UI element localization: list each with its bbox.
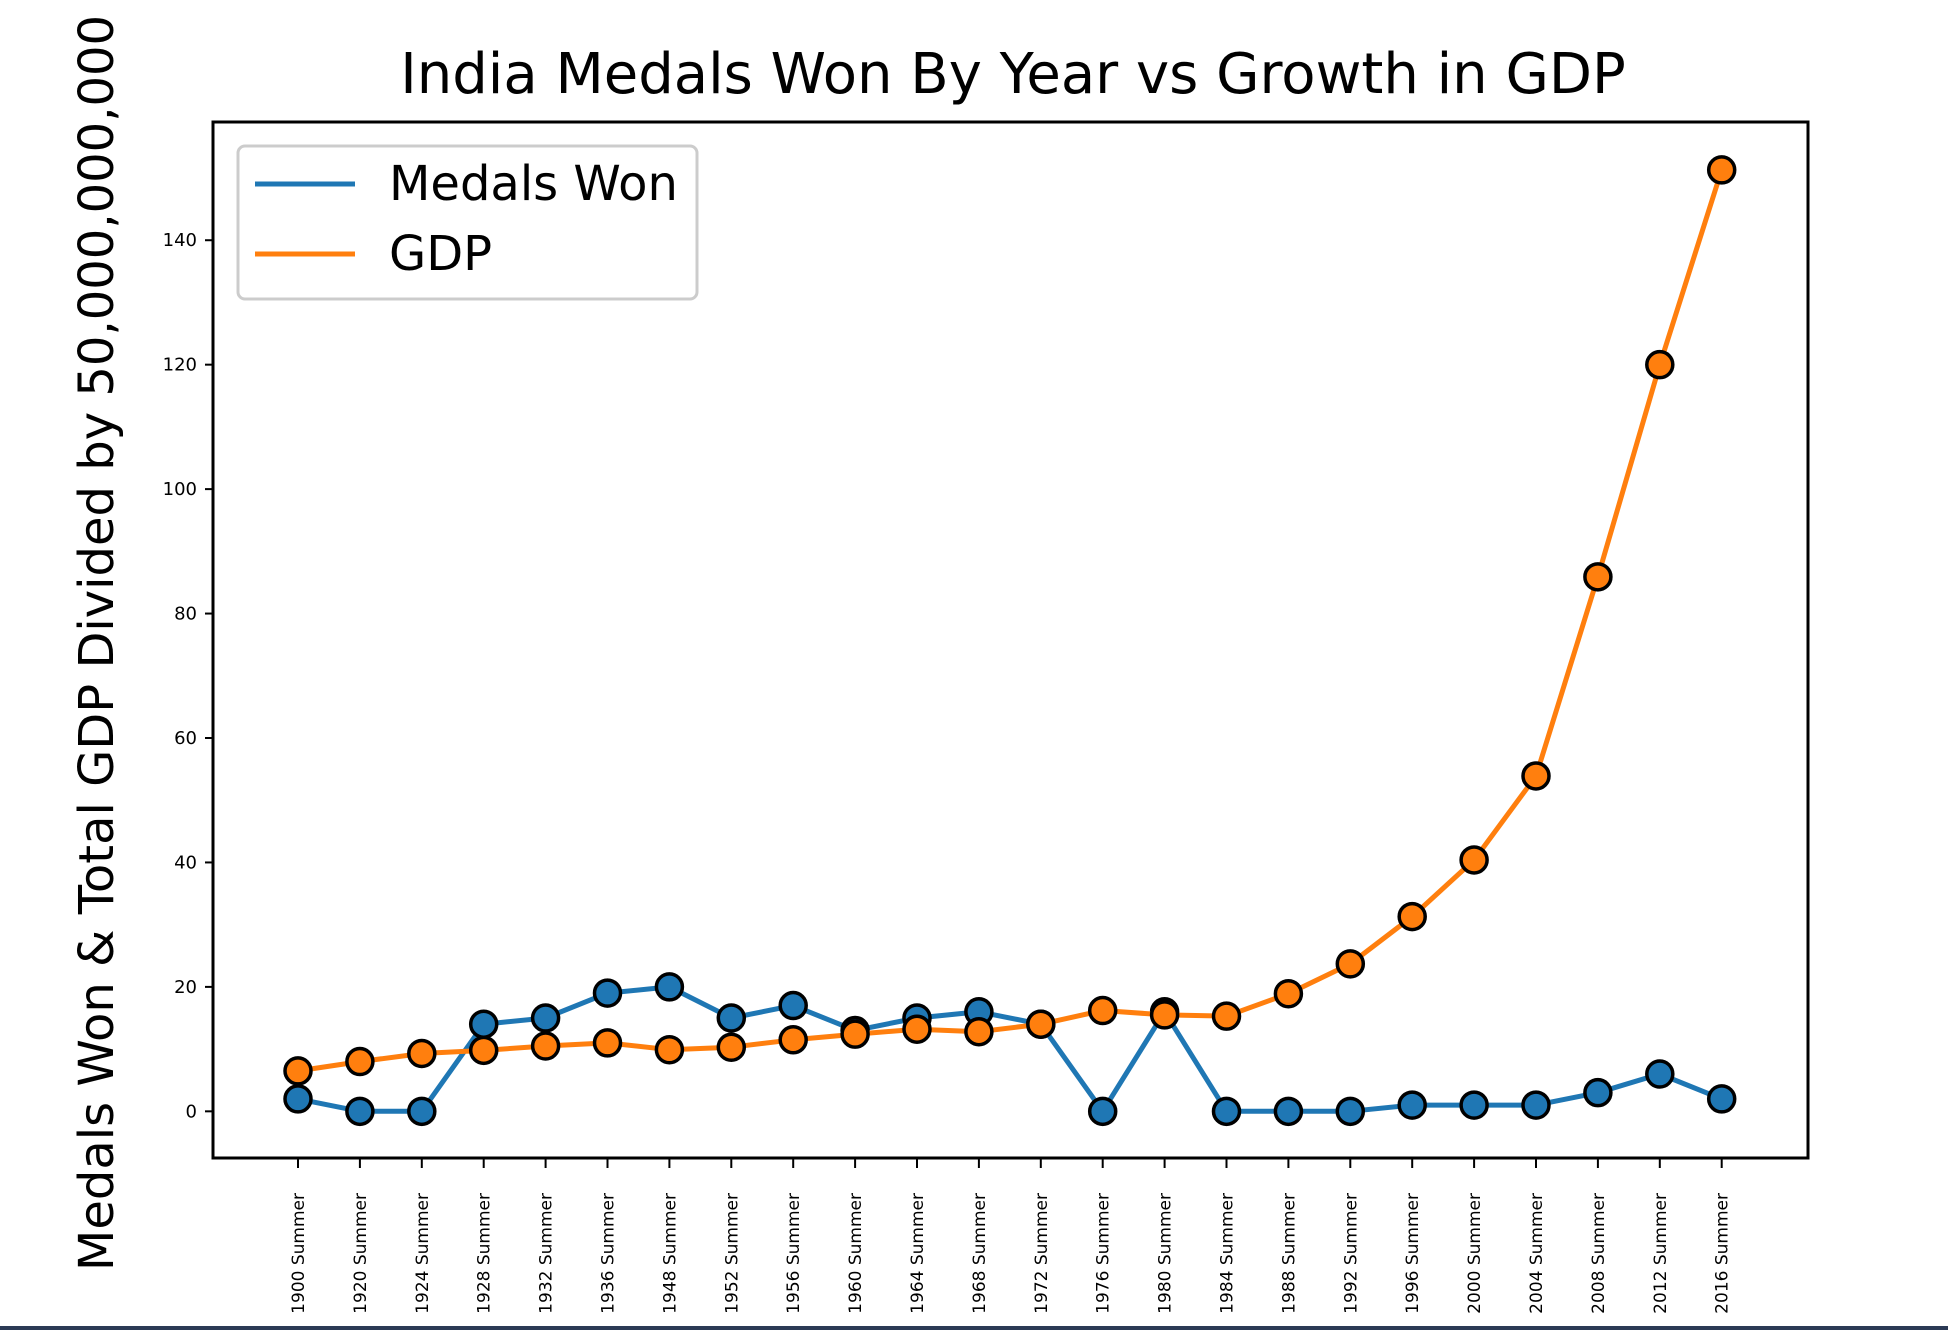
x-tick-label: 1992 Summer <box>1341 1193 1361 1314</box>
data-point-1 <box>1521 761 1551 791</box>
data-point-0 <box>778 990 808 1021</box>
data-point-0 <box>1459 1090 1489 1120</box>
y-axis-ticks: 0 20 40 60 80 100 120 140 <box>163 230 213 1122</box>
y-tick-label: 120 <box>163 355 197 376</box>
data-point-1 <box>1706 155 1737 185</box>
data-point-0 <box>1645 1059 1675 1089</box>
x-tick-label: 1924 Summer <box>413 1193 433 1314</box>
x-tick-label: 1996 Summer <box>1403 1193 1423 1314</box>
y-tick-label: 40 <box>174 852 197 873</box>
data-point-1 <box>1459 845 1489 875</box>
legend-label-gdp: GDP <box>389 226 492 282</box>
x-tick-label: 2012 Summer <box>1651 1193 1671 1314</box>
data-point-1 <box>1273 978 1304 1009</box>
x-tick-label: 1976 Summer <box>1094 1193 1114 1314</box>
data-point-1 <box>902 1014 932 1044</box>
data-point-1 <box>840 1019 870 1049</box>
x-tick-label: 1936 Summer <box>599 1193 619 1314</box>
data-point-0 <box>1087 1096 1118 1127</box>
data-point-0 <box>468 1009 499 1039</box>
y-tick-label: 100 <box>163 479 197 500</box>
data-point-0 <box>1397 1090 1427 1120</box>
data-point-1 <box>778 1025 808 1055</box>
x-tick-label: 1984 Summer <box>1218 1193 1238 1314</box>
data-point-0 <box>1273 1096 1304 1127</box>
data-point-0 <box>1211 1096 1242 1127</box>
data-point-1 <box>1645 349 1675 380</box>
data-point-0 <box>716 1003 747 1033</box>
data-point-0 <box>530 1003 561 1033</box>
y-tick-label: 60 <box>174 728 197 749</box>
data-point-1 <box>1149 1000 1180 1030</box>
data-point-0 <box>1521 1090 1551 1120</box>
x-tick-label: 2008 Summer <box>1589 1193 1609 1314</box>
x-tick-label: 1920 Summer <box>351 1193 371 1314</box>
data-point-0 <box>407 1096 437 1127</box>
data-point-1 <box>1026 1009 1056 1039</box>
data-point-1 <box>716 1032 747 1062</box>
data-point-1 <box>592 1028 623 1058</box>
x-axis-ticks: 1900 Summer 1920 Summer 1924 Summer 1928 Su… <box>289 1158 1733 1314</box>
series-layer <box>283 155 1737 1127</box>
data-point-1 <box>1087 995 1118 1026</box>
data-point-0 <box>1706 1084 1737 1114</box>
y-tick-label: 0 <box>186 1101 197 1122</box>
data-point-1 <box>283 1056 313 1086</box>
data-point-0 <box>592 978 623 1008</box>
x-tick-label: 1900 Summer <box>289 1193 309 1314</box>
chart-title: India Medals Won By Year vs Growth in GD… <box>400 42 1626 107</box>
data-point-1 <box>654 1034 685 1065</box>
y-axis-label: Medals Won & Total GDP Divided by 50,000… <box>69 15 125 1271</box>
data-point-1 <box>407 1038 437 1069</box>
bottom-strip <box>0 1326 1948 1330</box>
data-point-1 <box>1335 949 1366 979</box>
x-tick-label: 1952 Summer <box>722 1193 742 1314</box>
data-point-1 <box>1397 901 1427 932</box>
y-tick-label: 80 <box>174 604 197 625</box>
x-tick-label: 1968 Summer <box>970 1193 990 1314</box>
data-point-1 <box>1211 1001 1242 1031</box>
x-tick-label: 1928 Summer <box>475 1193 495 1314</box>
data-point-0 <box>283 1084 313 1114</box>
x-tick-label: 2000 Summer <box>1465 1193 1485 1314</box>
data-point-0 <box>654 972 685 1002</box>
x-tick-label: 1956 Summer <box>784 1193 804 1314</box>
x-tick-label: 1980 Summer <box>1156 1193 1176 1314</box>
data-point-1 <box>530 1031 561 1061</box>
x-tick-label: 1960 Summer <box>846 1193 866 1314</box>
x-tick-label: 2004 Summer <box>1527 1193 1547 1314</box>
x-tick-label: 1932 Summer <box>537 1193 557 1314</box>
plot-area-frame <box>211 120 1810 1160</box>
legend: Medals Won GDP <box>236 144 699 301</box>
x-tick-label: 1948 Summer <box>660 1193 680 1314</box>
y-tick-label: 140 <box>163 230 197 251</box>
data-point-1 <box>468 1035 499 1066</box>
x-tick-label: 1972 Summer <box>1032 1193 1052 1314</box>
x-tick-label: 1988 Summer <box>1279 1193 1299 1314</box>
x-tick-label: 2016 Summer <box>1713 1193 1733 1314</box>
y-tick-label: 20 <box>174 977 197 998</box>
series-line-1 <box>297 169 1725 1074</box>
data-point-0 <box>1335 1096 1366 1127</box>
data-point-1 <box>345 1046 375 1077</box>
data-point-0 <box>345 1096 375 1127</box>
data-point-1 <box>964 1016 994 1047</box>
data-point-0 <box>1583 1077 1613 1108</box>
legend-label-medals: Medals Won <box>389 156 678 212</box>
data-point-1 <box>1583 562 1613 592</box>
x-tick-label: 1964 Summer <box>908 1193 928 1314</box>
